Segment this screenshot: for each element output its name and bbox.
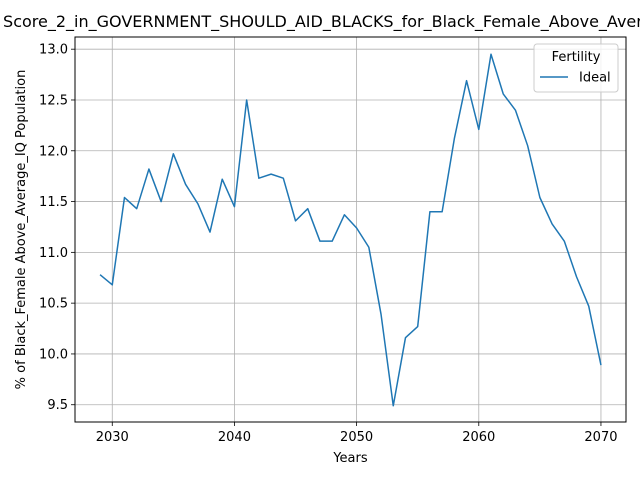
plot-area-frame (74, 36, 627, 423)
y-axis-label: % of Black_Female Above_Average_IQ Popul… (14, 70, 29, 390)
x-tick-label: 2070 (584, 430, 617, 445)
x-tick-label: 2030 (96, 430, 129, 445)
x-axis-label: Years (332, 451, 368, 466)
x-tick-label: 2040 (218, 430, 251, 445)
y-tick-label: 12.5 (39, 93, 68, 108)
axis-ticks: 2030 2040 2050 2060 2070 9.5 10.0 10.5 11.0 11.5 1… (39, 43, 617, 445)
legend-label-ideal: Ideal (579, 71, 611, 86)
y-tick-label: 11.5 (39, 195, 68, 210)
legend: Fertility Ideal (533, 43, 619, 93)
y-tick-label: 12.0 (39, 144, 68, 159)
grid-lines (75, 37, 626, 422)
chart-title: Score_2_in_GOVERNMENT_SHOULD_AID_BLACKS_… (3, 12, 640, 32)
series-line-ideal (99, 53, 602, 407)
y-tick-label: 13.0 (39, 43, 68, 58)
y-tick-label: 10.5 (39, 297, 68, 312)
y-tick-label: 11.0 (39, 246, 68, 261)
series-layer (99, 53, 602, 407)
y-tick-label: 9.5 (47, 398, 68, 413)
legend-title: Fertility (552, 50, 601, 65)
legend-box (533, 43, 619, 93)
y-tick-label: 10.0 (39, 347, 68, 362)
x-tick-label: 2050 (340, 430, 373, 445)
x-tick-label: 2060 (462, 430, 495, 445)
